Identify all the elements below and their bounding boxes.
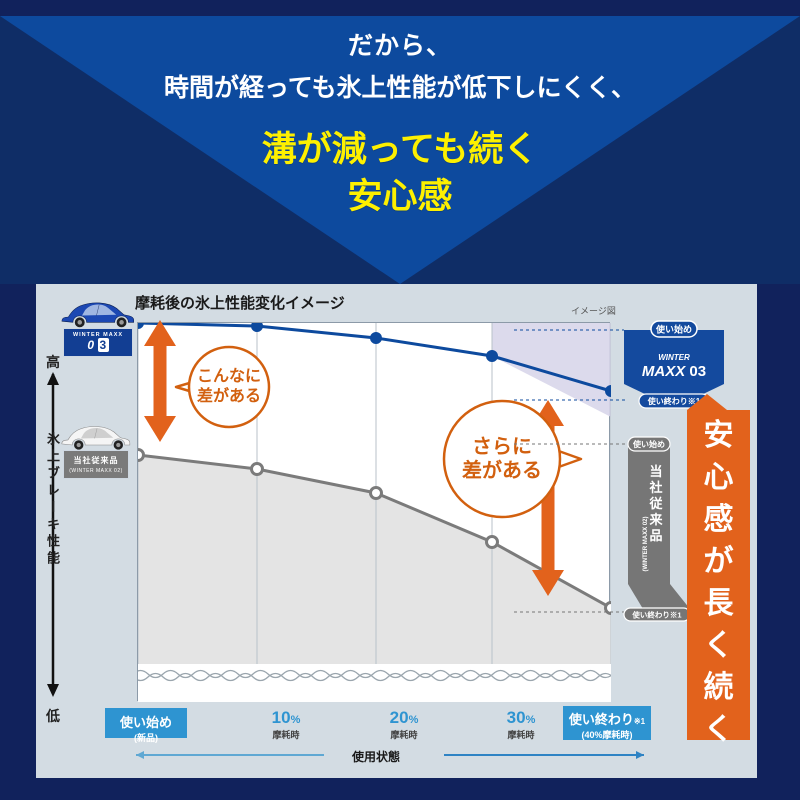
svg-text:使用状態: 使用状態 — [351, 749, 400, 764]
svg-text:心: 心 — [704, 461, 734, 494]
svg-text:が: が — [704, 544, 734, 578]
svg-text:従: 従 — [648, 496, 662, 511]
svg-text:当: 当 — [649, 464, 662, 479]
svg-text:感: 感 — [704, 503, 734, 536]
svg-text:く: く — [704, 713, 734, 746]
svg-text:安: 安 — [704, 419, 734, 452]
svg-text:品: 品 — [649, 528, 662, 543]
svg-text:(WINTER MAXX 02): (WINTER MAXX 02) — [643, 516, 649, 571]
svg-text:く: く — [704, 629, 734, 662]
svg-text:使い終わり※1: 使い終わり※1 — [631, 610, 681, 620]
svg-text:使い始め: 使い始め — [632, 439, 665, 449]
svg-text:使い終わり※1: 使い終わり※1 — [647, 396, 701, 406]
svg-text:続: 続 — [704, 671, 734, 704]
svg-text:来: 来 — [648, 512, 663, 527]
svg-text:WINTER: WINTER — [658, 353, 690, 362]
svg-text:長: 長 — [704, 587, 735, 620]
svg-text:使い始め: 使い始め — [655, 324, 692, 335]
svg-text:MAXX 03: MAXX 03 — [642, 363, 706, 380]
svg-text:社: 社 — [648, 480, 662, 495]
